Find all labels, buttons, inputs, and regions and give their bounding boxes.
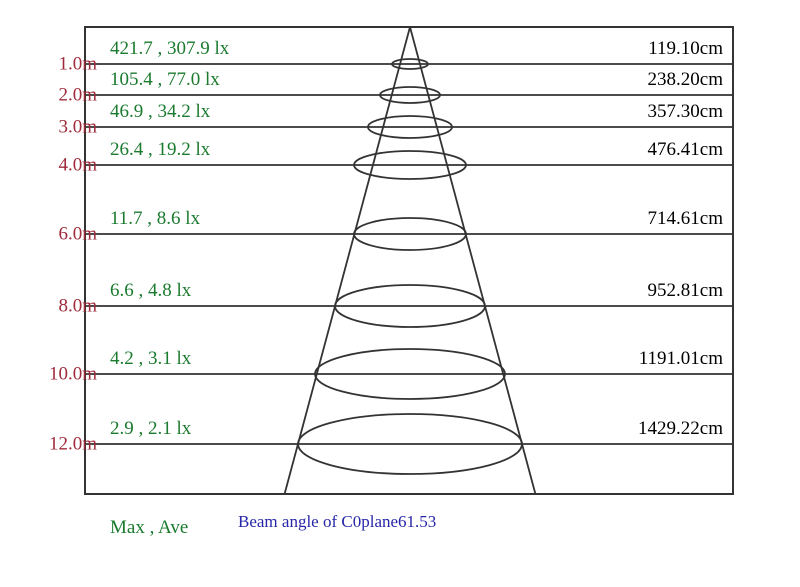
lux-value-label: 26.4 , 19.2 lx (110, 139, 211, 160)
footprint-ellipse-8-0m (334, 284, 486, 328)
distance-label: 6.0m (58, 223, 97, 245)
legend-max-ave: Max , Ave (110, 517, 189, 538)
distance-label: 8.0m (58, 295, 97, 317)
distance-label: 4.0m (58, 154, 97, 176)
footprint-ellipse-4-0m (353, 150, 467, 180)
lux-value-label: 4.2 , 3.1 lx (110, 348, 192, 369)
diameter-value-label: 952.81cm (647, 280, 723, 301)
lux-value-label: 46.9 , 34.2 lx (110, 101, 211, 122)
distance-label: 3.0m (58, 116, 97, 138)
footprint-ellipse-12-0m (297, 413, 523, 475)
diagram-border (84, 26, 734, 495)
legend-beam-angle: Beam angle of C0plane61.53 (238, 512, 437, 531)
diagram-frame (84, 26, 734, 495)
distance-label: 2.0m (58, 84, 97, 106)
footprint-ellipse-2-0m (379, 86, 441, 104)
lux-value-label: 6.6 , 4.8 lx (110, 280, 192, 301)
diameter-value-label: 714.61cm (647, 208, 723, 229)
lux-value-label: 2.9 , 2.1 lx (110, 418, 192, 439)
beam-cone (283, 26, 537, 495)
lux-value-label: 421.7 , 307.9 lx (110, 38, 230, 59)
footprint-ellipse-10-0m (314, 348, 506, 400)
distance-label: 12.0m (48, 433, 97, 455)
distance-label: 10.0m (48, 363, 97, 385)
diameter-value-label: 357.30cm (647, 101, 723, 122)
diameter-value-label: 476.41cm (647, 139, 723, 160)
lux-value-label: 105.4 , 77.0 lx (110, 69, 220, 90)
diameter-value-label: 1191.01cm (638, 348, 723, 369)
diameter-value-label: 238.20cm (647, 69, 723, 90)
distance-label: 1.0m (58, 53, 97, 75)
cone-edge-left (283, 26, 411, 495)
footprint-ellipse-3-0m (367, 115, 453, 139)
cone-edge-right (409, 26, 537, 495)
diameter-value-label: 1429.22cm (638, 418, 723, 439)
footprint-ellipse-1-0m (391, 58, 429, 70)
lux-value-label: 11.7 , 8.6 lx (110, 208, 201, 229)
footprint-ellipse-6-0m (353, 217, 467, 251)
distance-gridlines (85, 63, 733, 445)
diameter-value-label: 119.10cm (648, 38, 723, 59)
beam-footprint-ellipses (297, 58, 523, 475)
